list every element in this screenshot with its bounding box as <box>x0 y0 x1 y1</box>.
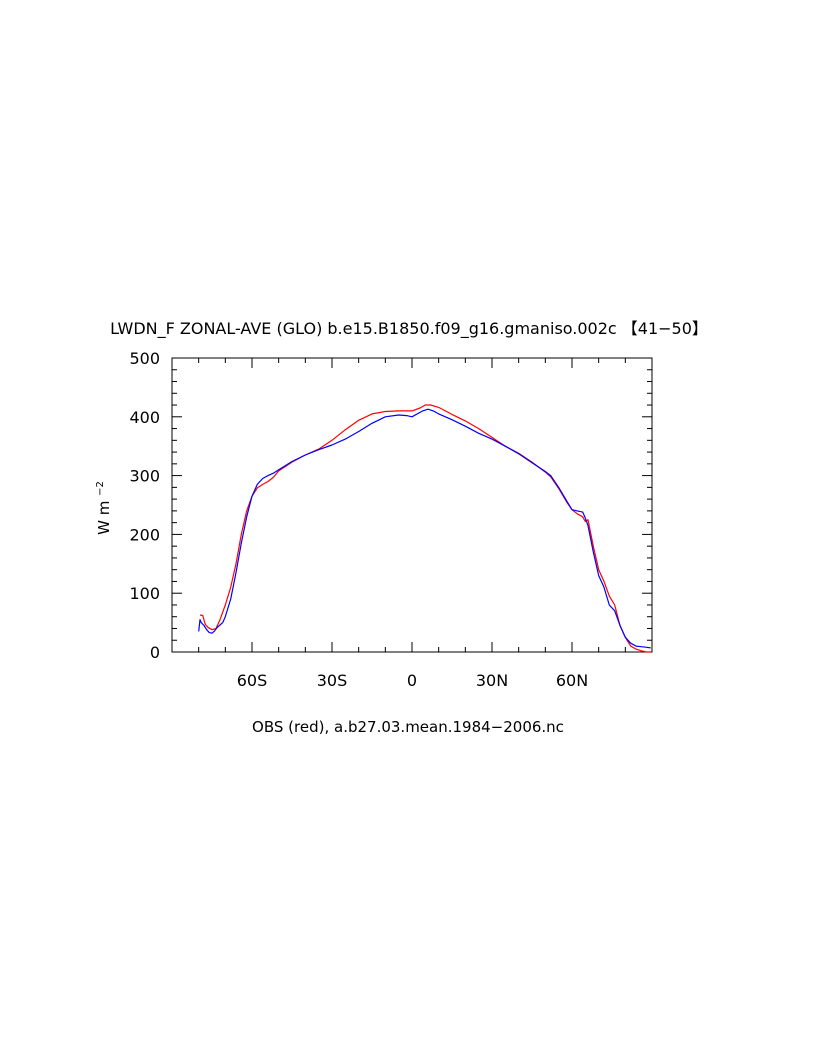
x-axis-label: OBS (red), a.b27.03.mean.1984−2006.nc <box>252 718 564 736</box>
y-axis-label: W m −2 <box>95 481 113 535</box>
y-tick-label: 300 <box>129 467 160 486</box>
chart-title: LWDN_F ZONAL-AVE (GLO) b.e15.B1850.f09_g… <box>110 319 708 339</box>
series-line-2 <box>198 408 651 649</box>
y-tick-label: 400 <box>129 408 160 427</box>
y-tick-label: 0 <box>150 643 160 662</box>
plot-area: 0 100 200 300 400 500 60S 30S 0 30N 60N <box>129 349 653 690</box>
y-axis-label-text: W m <box>95 501 113 535</box>
y-tick-label: 200 <box>129 525 160 544</box>
x-tick-label: 30S <box>317 671 348 690</box>
x-tick-label: 0 <box>407 671 417 690</box>
x-tick-label: 30N <box>476 671 508 690</box>
plot-frame <box>171 357 653 653</box>
x-tick-label: 60N <box>556 671 588 690</box>
x-tick-label: 60S <box>237 671 268 690</box>
series-line-1 <box>199 404 651 653</box>
y-axis-label-exponent: −2 <box>95 481 106 496</box>
y-tick-label: 500 <box>129 349 160 368</box>
y-tick-label: 100 <box>129 584 160 603</box>
